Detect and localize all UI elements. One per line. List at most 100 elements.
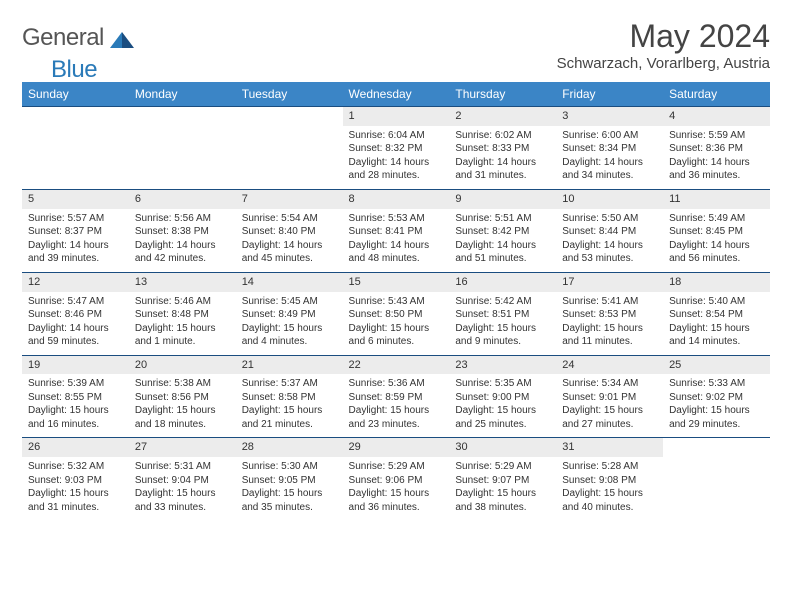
day-detail-cell: Sunrise: 5:36 AMSunset: 8:59 PMDaylight:…	[343, 374, 450, 438]
day-number-cell	[236, 107, 343, 126]
day-detail-cell: Sunrise: 5:39 AMSunset: 8:55 PMDaylight:…	[22, 374, 129, 438]
detail-row: Sunrise: 5:57 AMSunset: 8:37 PMDaylight:…	[22, 209, 770, 273]
detail-row: Sunrise: 6:04 AMSunset: 8:32 PM Daylight:…	[22, 126, 770, 190]
day-number-cell: 21	[236, 355, 343, 374]
day-detail-cell: Sunrise: 5:59 AMSunset: 8:36 PMDaylight:…	[663, 126, 770, 190]
day-detail-cell: Sunrise: 6:02 AMSunset: 8:33 PMDaylight:…	[449, 126, 556, 190]
day-detail-cell: Sunrise: 5:34 AMSunset: 9:01 PMDaylight:…	[556, 374, 663, 438]
weekday-header: Monday	[129, 82, 236, 107]
day-number-cell: 30	[449, 438, 556, 457]
day-detail-cell: Sunrise: 5:54 AMSunset: 8:40 PMDaylight:…	[236, 209, 343, 273]
daylight-text: Daylight: 15 hours and 1 minute.	[135, 322, 230, 349]
day-detail-cell: Sunrise: 5:51 AMSunset: 8:42 PMDaylight:…	[449, 209, 556, 273]
daylight-text: Daylight: 14 hours and 39 minutes.	[28, 239, 123, 266]
sunset-text: Sunset: 8:41 PM	[349, 225, 444, 239]
day-number-cell: 20	[129, 355, 236, 374]
sunrise-text: Sunrise: 5:32 AM	[28, 460, 123, 474]
day-number-cell: 17	[556, 272, 663, 291]
location-text: Schwarzach, Vorarlberg, Austria	[557, 55, 770, 72]
daynum-row: 19202122232425	[22, 355, 770, 374]
day-detail-cell: Sunrise: 5:47 AMSunset: 8:46 PMDaylight:…	[22, 292, 129, 356]
daylight-text: Daylight: 15 hours and 29 minutes.	[669, 404, 764, 431]
daynum-row: 12131415161718	[22, 272, 770, 291]
sunset-text: Sunset: 8:44 PM	[562, 225, 657, 239]
day-number-cell: 8	[343, 189, 450, 208]
weekday-header-row: Sunday Monday Tuesday Wednesday Thursday…	[22, 82, 770, 107]
day-number-cell: 23	[449, 355, 556, 374]
day-detail-cell: Sunrise: 5:40 AMSunset: 8:54 PMDaylight:…	[663, 292, 770, 356]
daylight-text: Daylight: 15 hours and 4 minutes.	[242, 322, 337, 349]
day-number-cell: 3	[556, 107, 663, 126]
daylight-text: Daylight: 14 hours and 59 minutes.	[28, 322, 123, 349]
sunset-text: Sunset: 8:48 PM	[135, 308, 230, 322]
sunrise-text: Sunrise: 5:34 AM	[562, 377, 657, 391]
sunrise-text: Sunrise: 5:38 AM	[135, 377, 230, 391]
logo: General Blue	[22, 24, 134, 52]
daylight-text: Daylight: 15 hours and 33 minutes.	[135, 487, 230, 514]
sunrise-text: Sunrise: 6:02 AM	[455, 129, 550, 143]
sunrise-text: Sunrise: 5:29 AM	[349, 460, 444, 474]
daynum-row: 1234	[22, 107, 770, 126]
daylight-text: Daylight: 14 hours and 31 minutes.	[455, 156, 550, 183]
sunrise-text: Sunrise: 5:39 AM	[28, 377, 123, 391]
day-number-cell: 31	[556, 438, 663, 457]
sunset-text: Sunset: 8:32 PM	[349, 142, 444, 156]
sunrise-text: Sunrise: 5:56 AM	[135, 212, 230, 226]
sunrise-text: Sunrise: 5:50 AM	[562, 212, 657, 226]
daylight-text: Daylight: 14 hours and 36 minutes.	[669, 156, 764, 183]
detail-row: Sunrise: 5:39 AMSunset: 8:55 PMDaylight:…	[22, 374, 770, 438]
day-detail-cell	[236, 126, 343, 190]
sunset-text: Sunset: 8:36 PM	[669, 142, 764, 156]
day-detail-cell: Sunrise: 5:45 AMSunset: 8:49 PMDaylight:…	[236, 292, 343, 356]
sunset-text: Sunset: 8:51 PM	[455, 308, 550, 322]
daylight-text: Daylight: 15 hours and 21 minutes.	[242, 404, 337, 431]
daylight-text: Daylight: 15 hours and 27 minutes.	[562, 404, 657, 431]
sunrise-text: Sunrise: 5:43 AM	[349, 295, 444, 309]
day-number-cell: 26	[22, 438, 129, 457]
detail-row: Sunrise: 5:47 AMSunset: 8:46 PMDaylight:…	[22, 292, 770, 356]
daylight-text: Daylight: 15 hours and 6 minutes.	[349, 322, 444, 349]
day-number-cell: 11	[663, 189, 770, 208]
daylight-text: Daylight: 15 hours and 14 minutes.	[669, 322, 764, 349]
daylight-text: Daylight: 14 hours and 53 minutes.	[562, 239, 657, 266]
sunrise-text: Sunrise: 6:00 AM	[562, 129, 657, 143]
day-number-cell: 13	[129, 272, 236, 291]
daylight-text: Daylight: 14 hours and 42 minutes.	[135, 239, 230, 266]
day-detail-cell: Sunrise: 5:50 AMSunset: 8:44 PMDaylight:…	[556, 209, 663, 273]
day-detail-cell: Sunrise: 5:56 AMSunset: 8:38 PMDaylight:…	[129, 209, 236, 273]
sunset-text: Sunset: 8:45 PM	[669, 225, 764, 239]
day-detail-cell: Sunrise: 5:38 AMSunset: 8:56 PMDaylight:…	[129, 374, 236, 438]
day-detail-cell: Sunrise: 6:00 AMSunset: 8:34 PMDaylight:…	[556, 126, 663, 190]
daylight-text: Daylight: 15 hours and 38 minutes.	[455, 487, 550, 514]
daylight-text: Daylight: 14 hours and 56 minutes.	[669, 239, 764, 266]
day-number-cell: 22	[343, 355, 450, 374]
sunset-text: Sunset: 8:50 PM	[349, 308, 444, 322]
sunrise-text: Sunrise: 5:40 AM	[669, 295, 764, 309]
day-number-cell: 5	[22, 189, 129, 208]
day-number-cell: 18	[663, 272, 770, 291]
day-number-cell: 27	[129, 438, 236, 457]
sunrise-text: Sunrise: 5:51 AM	[455, 212, 550, 226]
day-number-cell: 15	[343, 272, 450, 291]
detail-row: Sunrise: 5:32 AMSunset: 9:03 PMDaylight:…	[22, 457, 770, 520]
daynum-row: 262728293031	[22, 438, 770, 457]
day-number-cell: 7	[236, 189, 343, 208]
sunset-text: Sunset: 9:05 PM	[242, 474, 337, 488]
daylight-text: Daylight: 15 hours and 40 minutes.	[562, 487, 657, 514]
weekday-header: Saturday	[663, 82, 770, 107]
sunset-text: Sunset: 8:34 PM	[562, 142, 657, 156]
sunset-text: Sunset: 8:33 PM	[455, 142, 550, 156]
daylight-text: Daylight: 15 hours and 35 minutes.	[242, 487, 337, 514]
calendar-table: Sunday Monday Tuesday Wednesday Thursday…	[22, 82, 770, 520]
sunset-text: Sunset: 9:07 PM	[455, 474, 550, 488]
day-detail-cell: Sunrise: 5:28 AMSunset: 9:08 PMDaylight:…	[556, 457, 663, 520]
sunrise-text: Sunrise: 5:54 AM	[242, 212, 337, 226]
sunrise-text: Sunrise: 5:47 AM	[28, 295, 123, 309]
sunset-text: Sunset: 8:59 PM	[349, 391, 444, 405]
daylight-text: Daylight: 14 hours and 51 minutes.	[455, 239, 550, 266]
day-detail-cell: Sunrise: 5:29 AMSunset: 9:07 PMDaylight:…	[449, 457, 556, 520]
logo-text-blue: Blue	[51, 56, 97, 84]
day-number-cell: 4	[663, 107, 770, 126]
sunrise-text: Sunrise: 6:04 AM	[349, 129, 444, 143]
day-number-cell: 10	[556, 189, 663, 208]
